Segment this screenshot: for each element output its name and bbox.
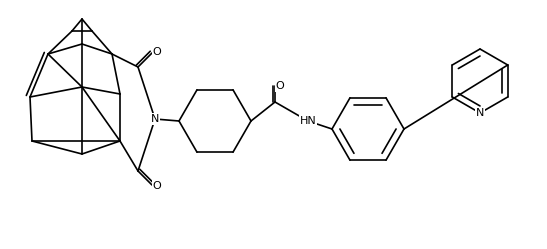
Text: O: O <box>153 47 161 57</box>
Text: O: O <box>276 81 284 91</box>
Text: HN: HN <box>300 116 316 126</box>
Text: N: N <box>151 114 159 124</box>
Text: N: N <box>476 108 484 118</box>
Text: O: O <box>153 181 161 191</box>
